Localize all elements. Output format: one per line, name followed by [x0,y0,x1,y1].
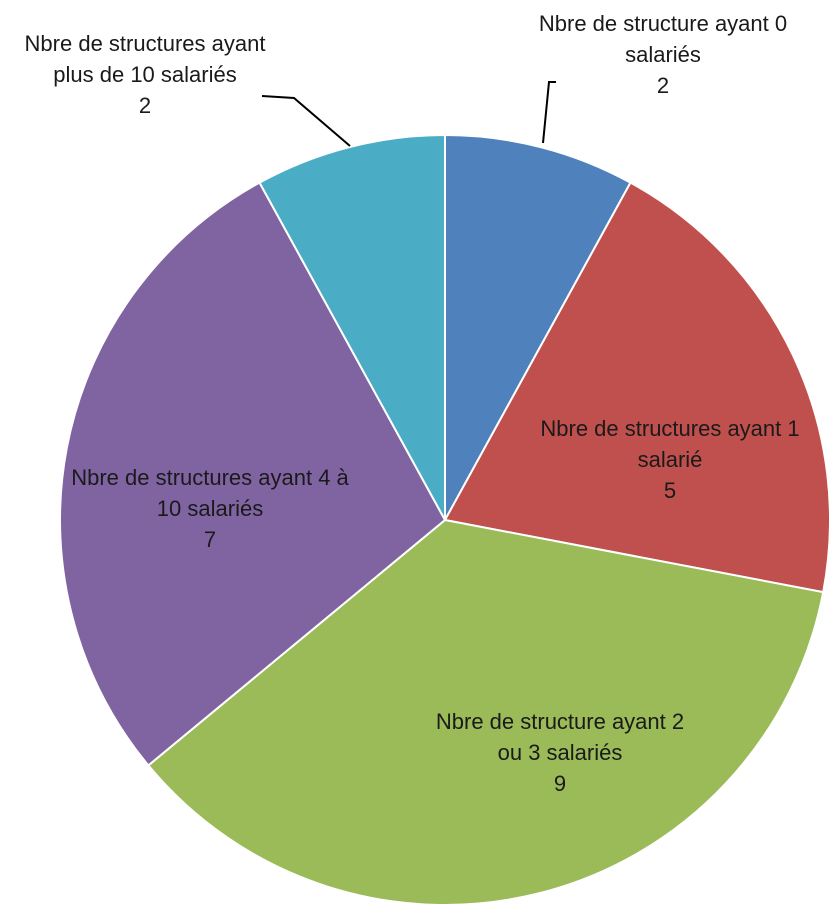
slice-label: Nbre de structures ayant plus de 10 sala… [20,28,270,121]
value-label: 2 [138,93,152,118]
slice-label: Nbre de structure ayant 0 salariés 2 [538,8,788,101]
pie-slice [146,518,825,905]
slice-label: Nbre de structure ayant 2 ou 3 salariés 9 [425,706,695,799]
category-label: Nbre de structures ayant 4 à 10 salariés [71,465,349,521]
value-label: 7 [203,527,217,552]
slice-label: Nbre de structures ayant 4 à 10 salariés… [70,462,350,555]
slices [59,133,829,905]
leader-line [542,81,556,144]
category-label: Nbre de structures ayant 1 salarié [540,416,800,472]
value-label: 5 [663,478,677,503]
category-label: Nbre de structure ayant 0 salariés [538,11,788,67]
leader-line [261,95,351,147]
slice-label: Nbre de structures ayant 1 salarié 5 [535,413,805,506]
category-label: Nbre de structures ayant plus de 10 sala… [24,31,266,87]
pie-slice [443,181,829,594]
pie-slice [258,133,446,521]
value-label: 2 [656,73,670,98]
value-label: 9 [553,771,567,796]
pie-slice [444,133,632,521]
pie-slice [59,181,447,767]
category-label: Nbre de structure ayant 2 ou 3 salariés [435,709,685,765]
